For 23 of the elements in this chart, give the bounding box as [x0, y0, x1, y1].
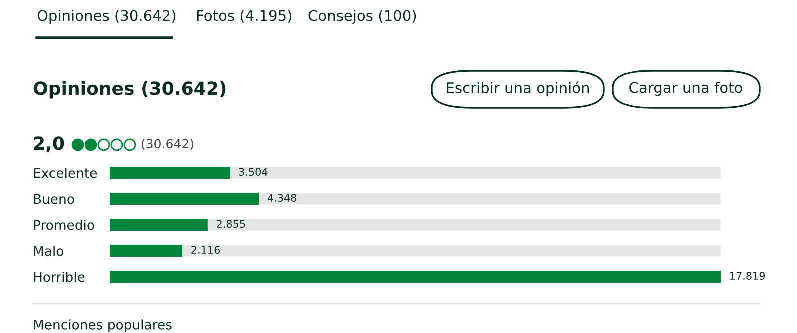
bar	[110, 219, 208, 231]
text: Fotos (4.195)	[197, 10, 292, 23]
y-tick-label: Excelente	[34, 168, 98, 178]
data-label: 4.348	[268, 194, 297, 202]
y-tick-label: Bueno	[34, 194, 74, 204]
text: Escribir una opinión	[447, 82, 590, 96]
data-label: 2.116	[192, 246, 220, 254]
y-tick-label: Promedio	[34, 220, 94, 230]
y-tick-label: Malo	[34, 246, 64, 256]
bar	[110, 245, 183, 257]
data-label: 2.855	[216, 220, 246, 228]
text: (30.642)	[142, 138, 194, 150]
text: Cargar una foto	[630, 82, 742, 96]
bar	[110, 167, 230, 179]
text: Consejos (100)	[308, 10, 416, 24]
y-tick-label: Horrible	[34, 272, 85, 282]
bar	[110, 193, 260, 205]
data-label: 17.819	[730, 272, 766, 280]
data-label: 3.504	[239, 168, 268, 176]
text: Opiniones (30.642)	[38, 10, 176, 24]
text: 2,0	[34, 136, 64, 153]
text: Menciones populares	[34, 320, 172, 332]
chart-title: Opiniones (30.642)	[34, 81, 226, 99]
